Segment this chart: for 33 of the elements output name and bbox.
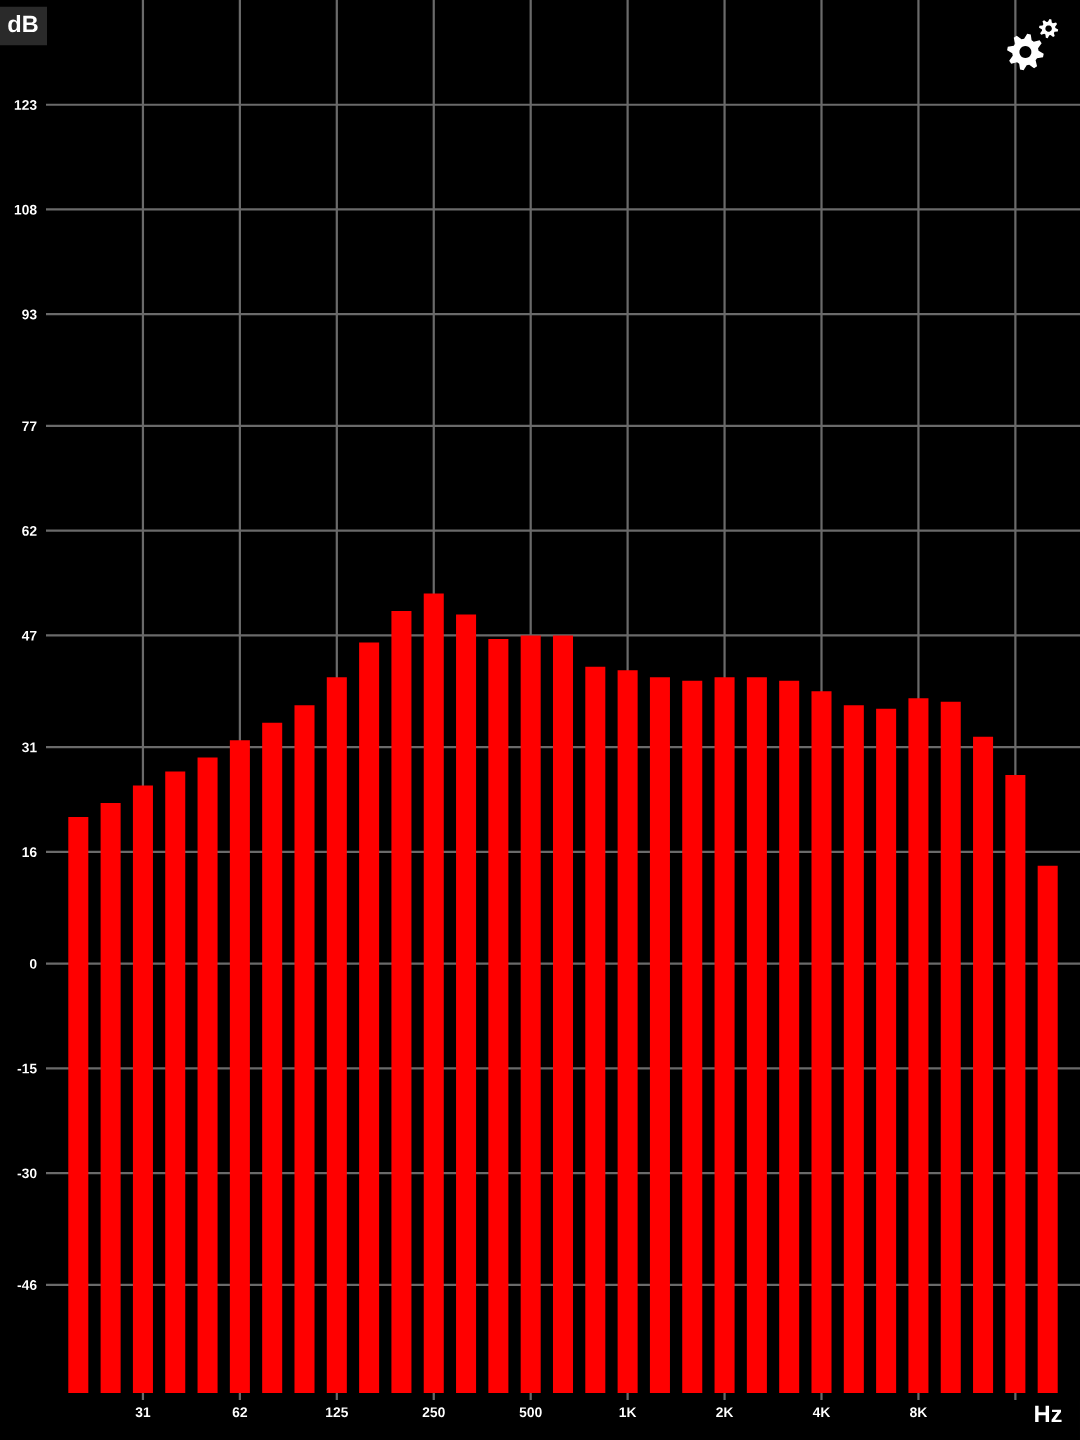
bar	[294, 705, 315, 1394]
bar	[940, 701, 961, 1394]
bar	[326, 677, 347, 1394]
bar	[165, 771, 186, 1394]
bar	[423, 593, 444, 1394]
bar	[262, 722, 283, 1394]
bar	[197, 757, 218, 1394]
bar	[229, 740, 250, 1394]
bar	[779, 680, 800, 1394]
bar	[746, 677, 767, 1394]
bar	[811, 691, 832, 1394]
bar	[649, 677, 670, 1394]
bar	[68, 816, 89, 1394]
y-axis-title: dB	[8, 15, 38, 33]
bar	[714, 677, 735, 1394]
x-axis-title: Hz	[1035, 1405, 1062, 1423]
bar	[876, 708, 897, 1394]
bar	[552, 635, 574, 1394]
bar	[973, 736, 994, 1394]
bar	[359, 642, 380, 1394]
bar	[456, 614, 477, 1394]
bar	[391, 610, 412, 1394]
bar	[617, 670, 638, 1394]
bar	[585, 666, 606, 1394]
bar	[908, 698, 929, 1394]
bar	[682, 680, 703, 1394]
bar	[1037, 865, 1058, 1394]
bar	[520, 635, 541, 1394]
bar	[100, 802, 121, 1394]
bar	[1005, 775, 1026, 1394]
bar	[132, 785, 153, 1394]
bar	[843, 705, 864, 1394]
bar	[488, 638, 509, 1394]
